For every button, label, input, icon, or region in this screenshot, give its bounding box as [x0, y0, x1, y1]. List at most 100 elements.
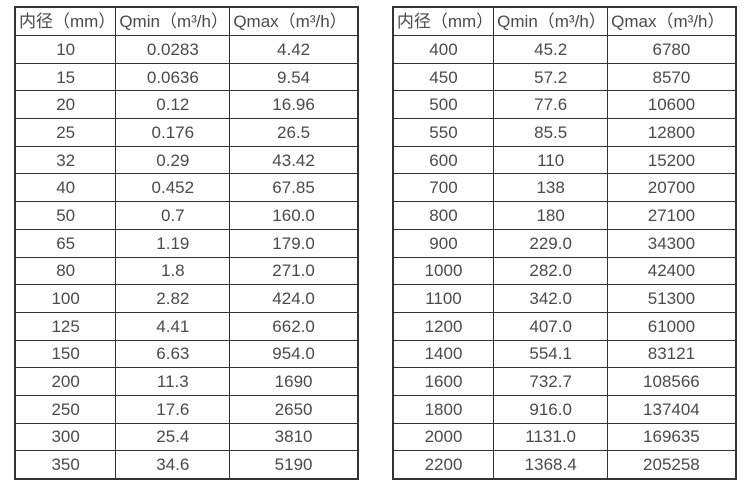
cell-qmax: 9.54 — [229, 62, 359, 92]
cell-qmax: 160.0 — [229, 201, 359, 230]
cell-qmin: 0.0636 — [115, 62, 231, 92]
cell-qmax: 4.42 — [229, 35, 359, 64]
cell-qmin: 282.0 — [493, 256, 609, 286]
cell-qmax: 2650 — [229, 394, 359, 424]
table-row: 50 0.7 160.0 — [14, 201, 359, 230]
column-header-qmin: Qmin（m³/h） — [493, 6, 609, 36]
cell-qmax: 169635 — [607, 422, 737, 452]
cell-qmin: 85.5 — [493, 118, 609, 147]
cell-qmin: 138 — [493, 173, 609, 203]
cell-qmax: 83121 — [607, 339, 737, 369]
cell-qmin: 6.63 — [115, 339, 231, 369]
cell-diameter: 150 — [14, 339, 117, 369]
cell-qmax: 8570 — [607, 62, 737, 92]
cell-diameter: 500 — [392, 90, 495, 120]
cell-qmin: 4.41 — [115, 311, 231, 341]
table-row: 550 85.5 12800 — [392, 118, 737, 147]
cell-diameter: 1200 — [392, 311, 495, 341]
cell-qmax: 5190 — [229, 450, 359, 480]
table-row: 1200 407.0 61000 — [392, 311, 737, 341]
cell-diameter: 800 — [392, 201, 495, 230]
cell-diameter: 40 — [14, 173, 117, 203]
table-row: 1400 554.1 83121 — [392, 339, 737, 369]
column-header-diameter: 内径（mm） — [14, 6, 117, 36]
cell-qmax: 6780 — [607, 35, 737, 64]
cell-diameter: 15 — [14, 62, 117, 92]
cell-diameter: 1800 — [392, 394, 495, 424]
cell-diameter: 400 — [392, 35, 495, 64]
cell-qmin: 1.19 — [115, 228, 231, 258]
cell-qmin: 110 — [493, 145, 609, 175]
cell-qmax: 424.0 — [229, 284, 359, 313]
cell-diameter: 10 — [14, 35, 117, 64]
cell-diameter: 550 — [392, 118, 495, 147]
cell-qmin: 229.0 — [493, 228, 609, 258]
cell-qmax: 26.5 — [229, 118, 359, 147]
flow-table-large-diameters: 内径（mm） Qmin（m³/h） Qmax（m³/h） 400 45.2 6780 450… — [391, 6, 737, 480]
column-header-qmin: Qmin（m³/h） — [115, 6, 231, 36]
cell-qmax: 954.0 — [229, 339, 359, 369]
table-row: 2200 1368.4 205258 — [392, 450, 737, 480]
header-row: 内径（mm） Qmin（m³/h） Qmax（m³/h） — [392, 6, 737, 36]
cell-qmin: 0.29 — [115, 145, 231, 175]
cell-qmax: 271.0 — [229, 256, 359, 286]
cell-qmax: 27100 — [607, 201, 737, 230]
cell-qmin: 0.7 — [115, 201, 231, 230]
cell-qmin: 34.6 — [115, 450, 231, 480]
column-header-diameter: 内径（mm） — [392, 6, 495, 36]
cell-qmax: 108566 — [607, 367, 737, 396]
cell-diameter: 2200 — [392, 450, 495, 480]
table-row: 20 0.12 16.96 — [14, 90, 359, 120]
cell-diameter: 1100 — [392, 284, 495, 313]
table-row: 350 34.6 5190 — [14, 450, 359, 480]
cell-diameter: 125 — [14, 311, 117, 341]
cell-qmin: 1.8 — [115, 256, 231, 286]
cell-qmin: 11.3 — [115, 367, 231, 396]
cell-qmax: 61000 — [607, 311, 737, 341]
cell-qmax: 10600 — [607, 90, 737, 120]
cell-qmin: 2.82 — [115, 284, 231, 313]
table-row: 65 1.19 179.0 — [14, 228, 359, 258]
column-header-qmax: Qmax（m³/h） — [229, 6, 359, 36]
cell-qmax: 12800 — [607, 118, 737, 147]
cell-diameter: 450 — [392, 62, 495, 92]
cell-diameter: 1000 — [392, 256, 495, 286]
cell-diameter: 65 — [14, 228, 117, 258]
cell-qmax: 3810 — [229, 422, 359, 452]
cell-diameter: 50 — [14, 201, 117, 230]
table-row: 2000 1131.0 169635 — [392, 422, 737, 452]
cell-qmax: 42400 — [607, 256, 737, 286]
flow-table-small-diameters: 内径（mm） Qmin（m³/h） Qmax（m³/h） 10 0.0283 4.42 15… — [14, 6, 359, 480]
table-row: 1000 282.0 42400 — [392, 256, 737, 286]
table-row: 1600 732.7 108566 — [392, 367, 737, 396]
cell-diameter: 700 — [392, 173, 495, 203]
cell-qmin: 57.2 — [493, 62, 609, 92]
cell-qmax: 16.96 — [229, 90, 359, 120]
cell-qmax: 205258 — [607, 450, 737, 480]
cell-diameter: 900 — [392, 228, 495, 258]
table-row: 10 0.0283 4.42 — [14, 35, 359, 64]
cell-diameter: 2000 — [392, 422, 495, 452]
table-row: 500 77.6 10600 — [392, 90, 737, 120]
cell-diameter: 32 — [14, 145, 117, 175]
cell-qmax: 43.42 — [229, 145, 359, 175]
cell-qmin: 25.4 — [115, 422, 231, 452]
table-row: 25 0.176 26.5 — [14, 118, 359, 147]
table-row: 450 57.2 8570 — [392, 62, 737, 92]
cell-qmax: 67.85 — [229, 173, 359, 203]
cell-qmin: 342.0 — [493, 284, 609, 313]
table-row: 250 17.6 2650 — [14, 394, 359, 424]
cell-diameter: 200 — [14, 367, 117, 396]
cell-qmax: 15200 — [607, 145, 737, 175]
cell-diameter: 300 — [14, 422, 117, 452]
table-row: 900 229.0 34300 — [392, 228, 737, 258]
table-row: 80 1.8 271.0 — [14, 256, 359, 286]
cell-qmax: 1690 — [229, 367, 359, 396]
table-row: 600 110 15200 — [392, 145, 737, 175]
table-row: 150 6.63 954.0 — [14, 339, 359, 369]
cell-diameter: 250 — [14, 394, 117, 424]
cell-diameter: 1600 — [392, 367, 495, 396]
cell-qmax: 34300 — [607, 228, 737, 258]
table-row: 15 0.0636 9.54 — [14, 62, 359, 92]
